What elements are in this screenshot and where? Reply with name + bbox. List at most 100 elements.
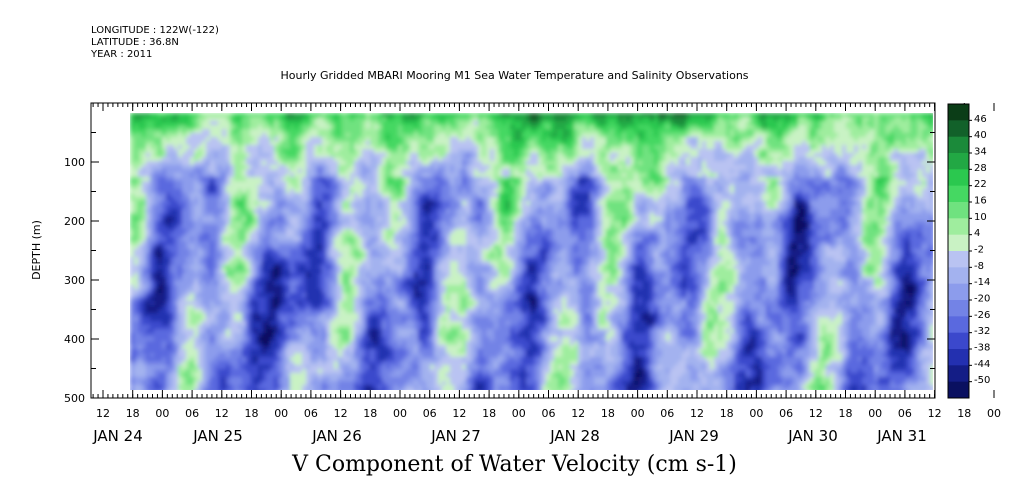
heatmap-cell: [150, 357, 155, 362]
heatmap-cell: [206, 185, 211, 190]
heatmap-cell: [374, 337, 379, 342]
heatmap-cell: [258, 353, 263, 358]
heatmap-cell: [306, 249, 311, 254]
heatmap-cell: [406, 361, 411, 366]
heatmap-cell: [406, 289, 411, 294]
heatmap-cell: [250, 137, 255, 142]
heatmap-cell: [162, 241, 167, 246]
heatmap-cell: [294, 337, 299, 342]
heatmap-cell: [250, 349, 255, 354]
heatmap-cell: [210, 325, 215, 330]
heatmap-cell: [338, 141, 343, 146]
heatmap-cell: [210, 245, 215, 250]
heatmap-cell: [302, 201, 307, 206]
heatmap-cell: [218, 273, 223, 278]
heatmap-cell: [342, 193, 347, 198]
heatmap-cell: [394, 161, 399, 166]
heatmap-cell: [230, 181, 235, 186]
heatmap-cell: [254, 261, 259, 266]
heatmap-cell: [230, 177, 235, 182]
heatmap-cell: [194, 261, 199, 266]
heatmap-cell: [206, 361, 211, 366]
heatmap-cell: [414, 189, 419, 194]
heatmap-cell: [290, 125, 295, 130]
heatmap-cell: [334, 309, 339, 314]
heatmap-cell: [390, 157, 395, 162]
heatmap-cell: [194, 213, 199, 218]
heatmap-cell: [202, 209, 207, 214]
heatmap-cell: [402, 265, 407, 270]
heatmap-cell: [378, 377, 383, 382]
heatmap-cell: [318, 381, 323, 386]
heatmap-cell: [338, 365, 343, 370]
heatmap-cell: [198, 341, 203, 346]
heatmap-cell: [382, 129, 387, 134]
heatmap-cell: [178, 369, 183, 374]
heatmap-cell: [254, 265, 259, 270]
heatmap-cell: [290, 293, 295, 298]
heatmap-cell: [154, 297, 159, 302]
heatmap-cell: [314, 193, 319, 198]
heatmap-cell: [374, 305, 379, 310]
heatmap-cell: [402, 305, 407, 310]
heatmap-cell: [410, 169, 415, 174]
heatmap-cell: [206, 249, 211, 254]
heatmap-cell: [218, 205, 223, 210]
heatmap-cell: [378, 237, 383, 242]
heatmap-cell: [274, 253, 279, 258]
heatmap-cell: [230, 241, 235, 246]
heatmap-cell: [306, 273, 311, 278]
heatmap-cell: [366, 241, 371, 246]
heatmap-cell: [294, 189, 299, 194]
heatmap-cell: [282, 369, 287, 374]
heatmap-cell: [266, 137, 271, 142]
heatmap-cell: [274, 377, 279, 382]
heatmap-cell: [270, 233, 275, 238]
heatmap-cell: [214, 173, 219, 178]
heatmap-cell: [198, 325, 203, 330]
heatmap-cell: [246, 117, 251, 122]
heatmap-cell: [214, 121, 219, 126]
heatmap-cell: [186, 333, 191, 338]
heatmap-cell: [378, 309, 383, 314]
heatmap-cell: [258, 313, 263, 318]
heatmap-cell: [322, 245, 327, 250]
heatmap-cell: [354, 125, 359, 130]
heatmap-cell: [178, 169, 183, 174]
heatmap-cell: [338, 269, 343, 274]
heatmap-cell: [346, 261, 351, 266]
heatmap-cell: [270, 389, 275, 390]
heatmap-cell: [234, 253, 239, 258]
heatmap-cell: [398, 253, 403, 258]
heatmap-cell: [346, 269, 351, 274]
heatmap-cell: [202, 185, 207, 190]
heatmap-cell: [198, 161, 203, 166]
heatmap-cell: [262, 181, 267, 186]
heatmap-cell: [310, 153, 315, 158]
heatmap-cell: [270, 117, 275, 122]
heatmap-cell: [186, 317, 191, 322]
heatmap-cell: [194, 389, 199, 390]
heatmap-cell: [330, 345, 335, 350]
heatmap-cell: [210, 361, 215, 366]
heatmap-cell: [246, 389, 251, 390]
heatmap-cell: [146, 197, 151, 202]
heatmap-cell: [334, 317, 339, 322]
heatmap-cell: [142, 353, 147, 358]
heatmap-cell: [226, 245, 231, 250]
heatmap-cell: [282, 249, 287, 254]
heatmap-cell: [278, 273, 283, 278]
heatmap-cell: [282, 217, 287, 222]
heatmap-cell: [150, 349, 155, 354]
heatmap-cell: [278, 145, 283, 150]
heatmap-cell: [234, 201, 239, 206]
heatmap-cell: [322, 341, 327, 346]
heatmap-cell: [342, 305, 347, 310]
heatmap-cell: [290, 321, 295, 326]
heatmap-cell: [290, 301, 295, 306]
heatmap-cell: [306, 193, 311, 198]
heatmap-cell: [362, 269, 367, 274]
heatmap-cell: [394, 237, 399, 242]
heatmap-cell: [138, 249, 143, 254]
heatmap-cell: [262, 289, 267, 294]
